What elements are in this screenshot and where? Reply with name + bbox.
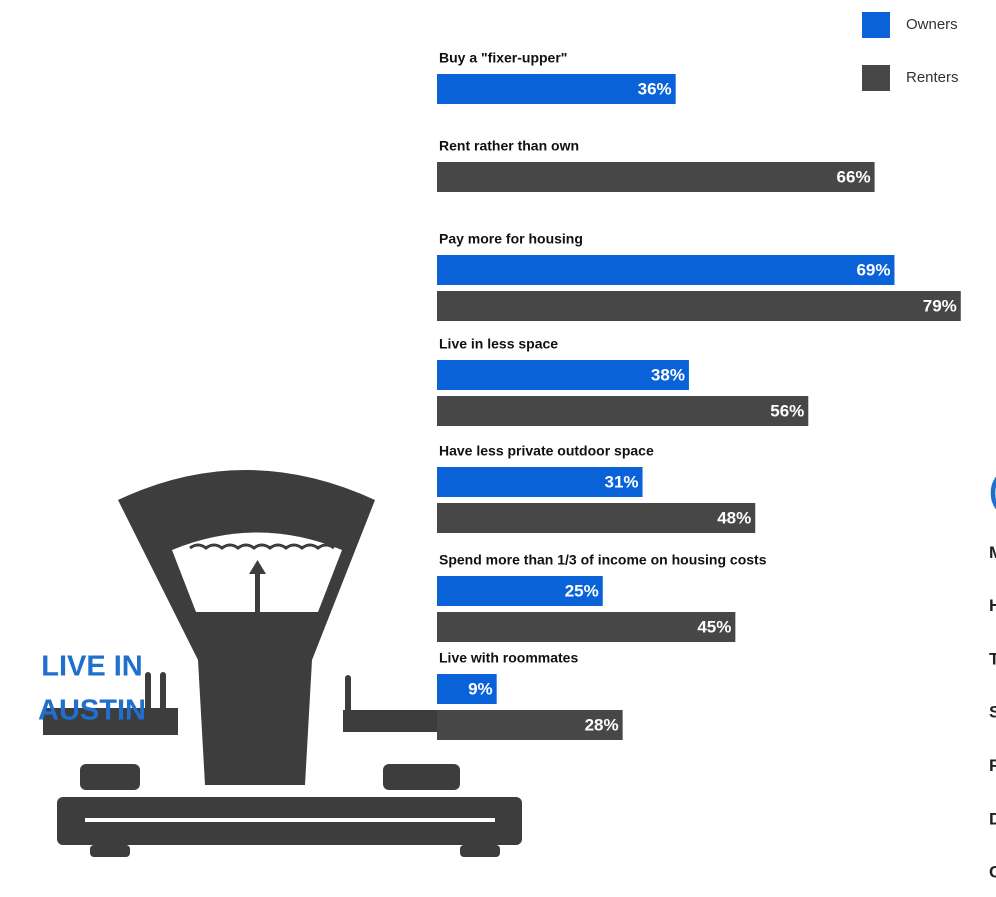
scale-illustration <box>43 470 532 857</box>
bar <box>437 467 643 497</box>
side-text: H <box>989 596 996 615</box>
value-label: 79% <box>923 296 957 315</box>
legend-swatch <box>862 65 890 91</box>
category-label: Live with roommates <box>439 650 578 666</box>
category-label: Live in less space <box>439 336 558 352</box>
bar <box>437 710 623 740</box>
bar <box>437 74 676 104</box>
bar <box>437 360 689 390</box>
value-label: 48% <box>717 508 751 527</box>
legend-label: Renters <box>906 69 959 86</box>
category-label: Have less private outdoor space <box>439 443 654 459</box>
value-label: 56% <box>770 401 804 420</box>
bar <box>437 612 736 642</box>
bar <box>437 674 497 704</box>
category-label: Pay more for housing <box>439 231 583 247</box>
value-label: 45% <box>697 617 731 636</box>
side-text: ( <box>989 472 996 510</box>
category-label: Rent rather than own <box>439 138 579 154</box>
value-label: 36% <box>638 79 672 98</box>
bar <box>437 396 809 426</box>
bar <box>437 255 895 285</box>
value-label: 9% <box>468 679 493 698</box>
category-label: Spend more than 1/3 of income on housing… <box>439 552 767 568</box>
side-text: F <box>989 756 996 775</box>
bar <box>437 291 961 321</box>
value-label: 38% <box>651 365 685 384</box>
bar <box>437 162 875 192</box>
value-label: 69% <box>856 260 890 279</box>
value-label: 31% <box>604 472 638 491</box>
category-label: Buy a "fixer-upper" <box>439 50 567 66</box>
value-label: 25% <box>565 581 599 600</box>
side-text: T <box>989 649 996 668</box>
legend-swatch <box>862 12 890 38</box>
annotation: LIVE IN <box>41 651 143 683</box>
value-label: 66% <box>837 167 871 186</box>
side-text: S <box>989 703 996 722</box>
side-text: M <box>989 543 996 562</box>
value-label: 28% <box>585 715 619 734</box>
side-text: C <box>989 863 996 882</box>
bar <box>437 503 756 533</box>
legend-label: Owners <box>906 16 958 33</box>
bar <box>437 576 603 606</box>
side-text: D <box>989 809 996 828</box>
annotation: AUSTIN <box>38 695 146 727</box>
